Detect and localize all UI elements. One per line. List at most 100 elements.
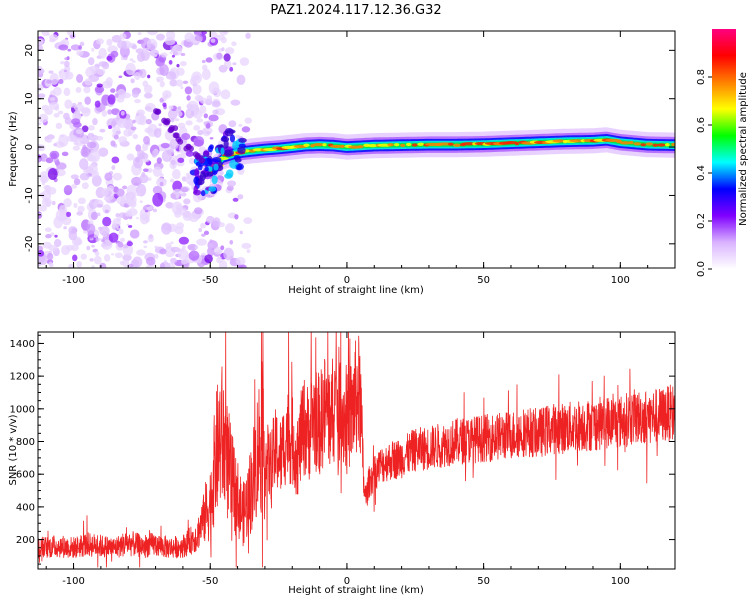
spectrogram-ridge-peak: [393, 143, 400, 147]
spectrogram-speckle: [64, 99, 73, 110]
spectrogram-speckle: [45, 200, 51, 208]
spectrogram-speckle: [70, 174, 79, 180]
spectrogram-blob: [234, 157, 242, 163]
spectrogram-blob: [220, 147, 225, 156]
spectrogram-speckle: [63, 87, 71, 97]
spectrogram-speckle: [132, 119, 136, 124]
spectrogram-blob: [229, 134, 236, 143]
spectrogram-blob: [213, 163, 219, 171]
spectrogram-speckle: [171, 44, 183, 56]
spectrogram-speckle: [203, 230, 210, 236]
snr-x-tick-label: 100: [611, 576, 630, 587]
spectrogram-speckle: [207, 243, 214, 250]
spectrogram-speckle: [68, 226, 78, 235]
spectrogram-speckle: [41, 189, 52, 201]
spectrogram-speckle: [142, 240, 148, 244]
spectrogram-speckle: [106, 38, 113, 46]
spectrogram-speckle: [171, 54, 176, 58]
spectrogram-speckle: [110, 88, 116, 93]
spectrogram-blob: [194, 167, 200, 178]
spectrogram-speckle: [232, 197, 239, 202]
spectrogram-speckle: [45, 157, 54, 164]
spectrogram-speckle: [48, 101, 60, 110]
spectrogram-speckle: [53, 112, 60, 118]
spectrogram-speckle: [125, 62, 136, 76]
spectrogram-blob: [236, 164, 242, 170]
spectrogram-speckle: [106, 55, 113, 61]
spectrogram-speckle: [235, 256, 246, 266]
spectrogram-speckle: [142, 80, 149, 88]
spectrogram-speckle: [132, 60, 136, 63]
spectrogram-speckle: [144, 210, 149, 213]
spectrogram-speckle: [189, 77, 196, 86]
spectrogram-speckle: [177, 157, 185, 163]
spectrogram-speckle: [89, 258, 94, 262]
spectrogram-blob: [223, 149, 233, 157]
spectrogram-speckle: [130, 126, 137, 131]
spectrogram-speckle: [207, 246, 215, 257]
spectrogram-x-tick-label: -100: [62, 275, 85, 286]
spectrogram-speckle: [146, 38, 158, 51]
spectrogram-speckle: [72, 145, 80, 151]
spectrogram-speckle: [208, 114, 219, 122]
colorbar-tick-label: 0.0: [696, 261, 707, 277]
spectrogram-speckle: [135, 217, 139, 220]
spectrogram-speckle: [212, 110, 216, 113]
spectrogram-speckle: [154, 253, 159, 259]
spectrogram-speckle: [57, 110, 64, 115]
spectrogram-speckle: [225, 47, 235, 55]
spectrogram-speckle: [160, 173, 164, 178]
spectrogram-speckle: [220, 36, 227, 44]
spectrogram-ridge-peak: [367, 143, 378, 148]
spectrogram-speckle: [194, 34, 203, 42]
spectrogram-speckle: [216, 52, 223, 60]
spectrogram-speckle: [238, 123, 243, 127]
spectrogram-speckle: [238, 264, 247, 268]
spectrogram-speckle: [38, 44, 44, 52]
spectrogram-speckle: [66, 134, 78, 143]
spectrogram-speckle: [204, 254, 213, 264]
spectrogram-speckle: [38, 84, 44, 92]
spectrogram-speckle: [174, 118, 180, 122]
spectrogram-speckle: [63, 185, 73, 196]
spectrogram-ridge-peak: [447, 142, 454, 146]
spectrogram-speckle: [186, 95, 191, 101]
spectrogram-speckle: [129, 58, 134, 62]
spectrogram-speckle: [234, 214, 239, 220]
spectrogram-speckle: [76, 50, 84, 56]
spectrogram-speckle: [58, 44, 69, 51]
spectrogram-speckle: [202, 64, 208, 71]
spectrogram-ridge-peak: [633, 142, 642, 146]
spectrogram-speckle: [179, 60, 187, 67]
spectrogram-ridge-peak: [552, 139, 566, 143]
spectrogram-speckle: [71, 118, 81, 125]
spectrogram-speckle: [239, 230, 243, 235]
spectrogram-speckle: [53, 157, 60, 164]
spectrogram-speckle: [129, 229, 140, 239]
colorbar-tick-label: 0.2: [696, 213, 707, 229]
spectrogram-speckle: [145, 118, 152, 125]
spectrogram-speckle: [182, 245, 186, 250]
spectrogram-speckle: [65, 211, 72, 218]
spectrogram-speckle: [55, 209, 67, 222]
spectrogram-blob: [211, 175, 218, 185]
spectrogram-speckle: [166, 149, 175, 156]
spectrogram-speckle: [77, 197, 86, 205]
spectrogram-speckle: [53, 143, 57, 147]
spectrogram-speckle: [197, 129, 204, 136]
spectrogram-speckle: [119, 33, 127, 40]
spectrogram-ridge-peak: [387, 143, 395, 147]
spectrogram-speckle: [103, 253, 111, 262]
spectrogram-speckle: [52, 86, 62, 96]
spectrogram-speckle: [185, 150, 194, 157]
spectrogram-speckle: [76, 261, 83, 268]
spectrogram-speckle: [104, 172, 113, 181]
spectrogram-speckle: [59, 134, 65, 138]
spectrogram-speckle: [177, 122, 186, 129]
spectrogram-speckle: [70, 244, 79, 251]
spectrogram-speckle: [237, 194, 244, 200]
spectrogram-speckle: [80, 107, 91, 114]
snr-y-tick-label: 1200: [10, 372, 35, 383]
spectrogram-blob: [207, 145, 214, 153]
spectrogram-speckle: [99, 226, 110, 236]
